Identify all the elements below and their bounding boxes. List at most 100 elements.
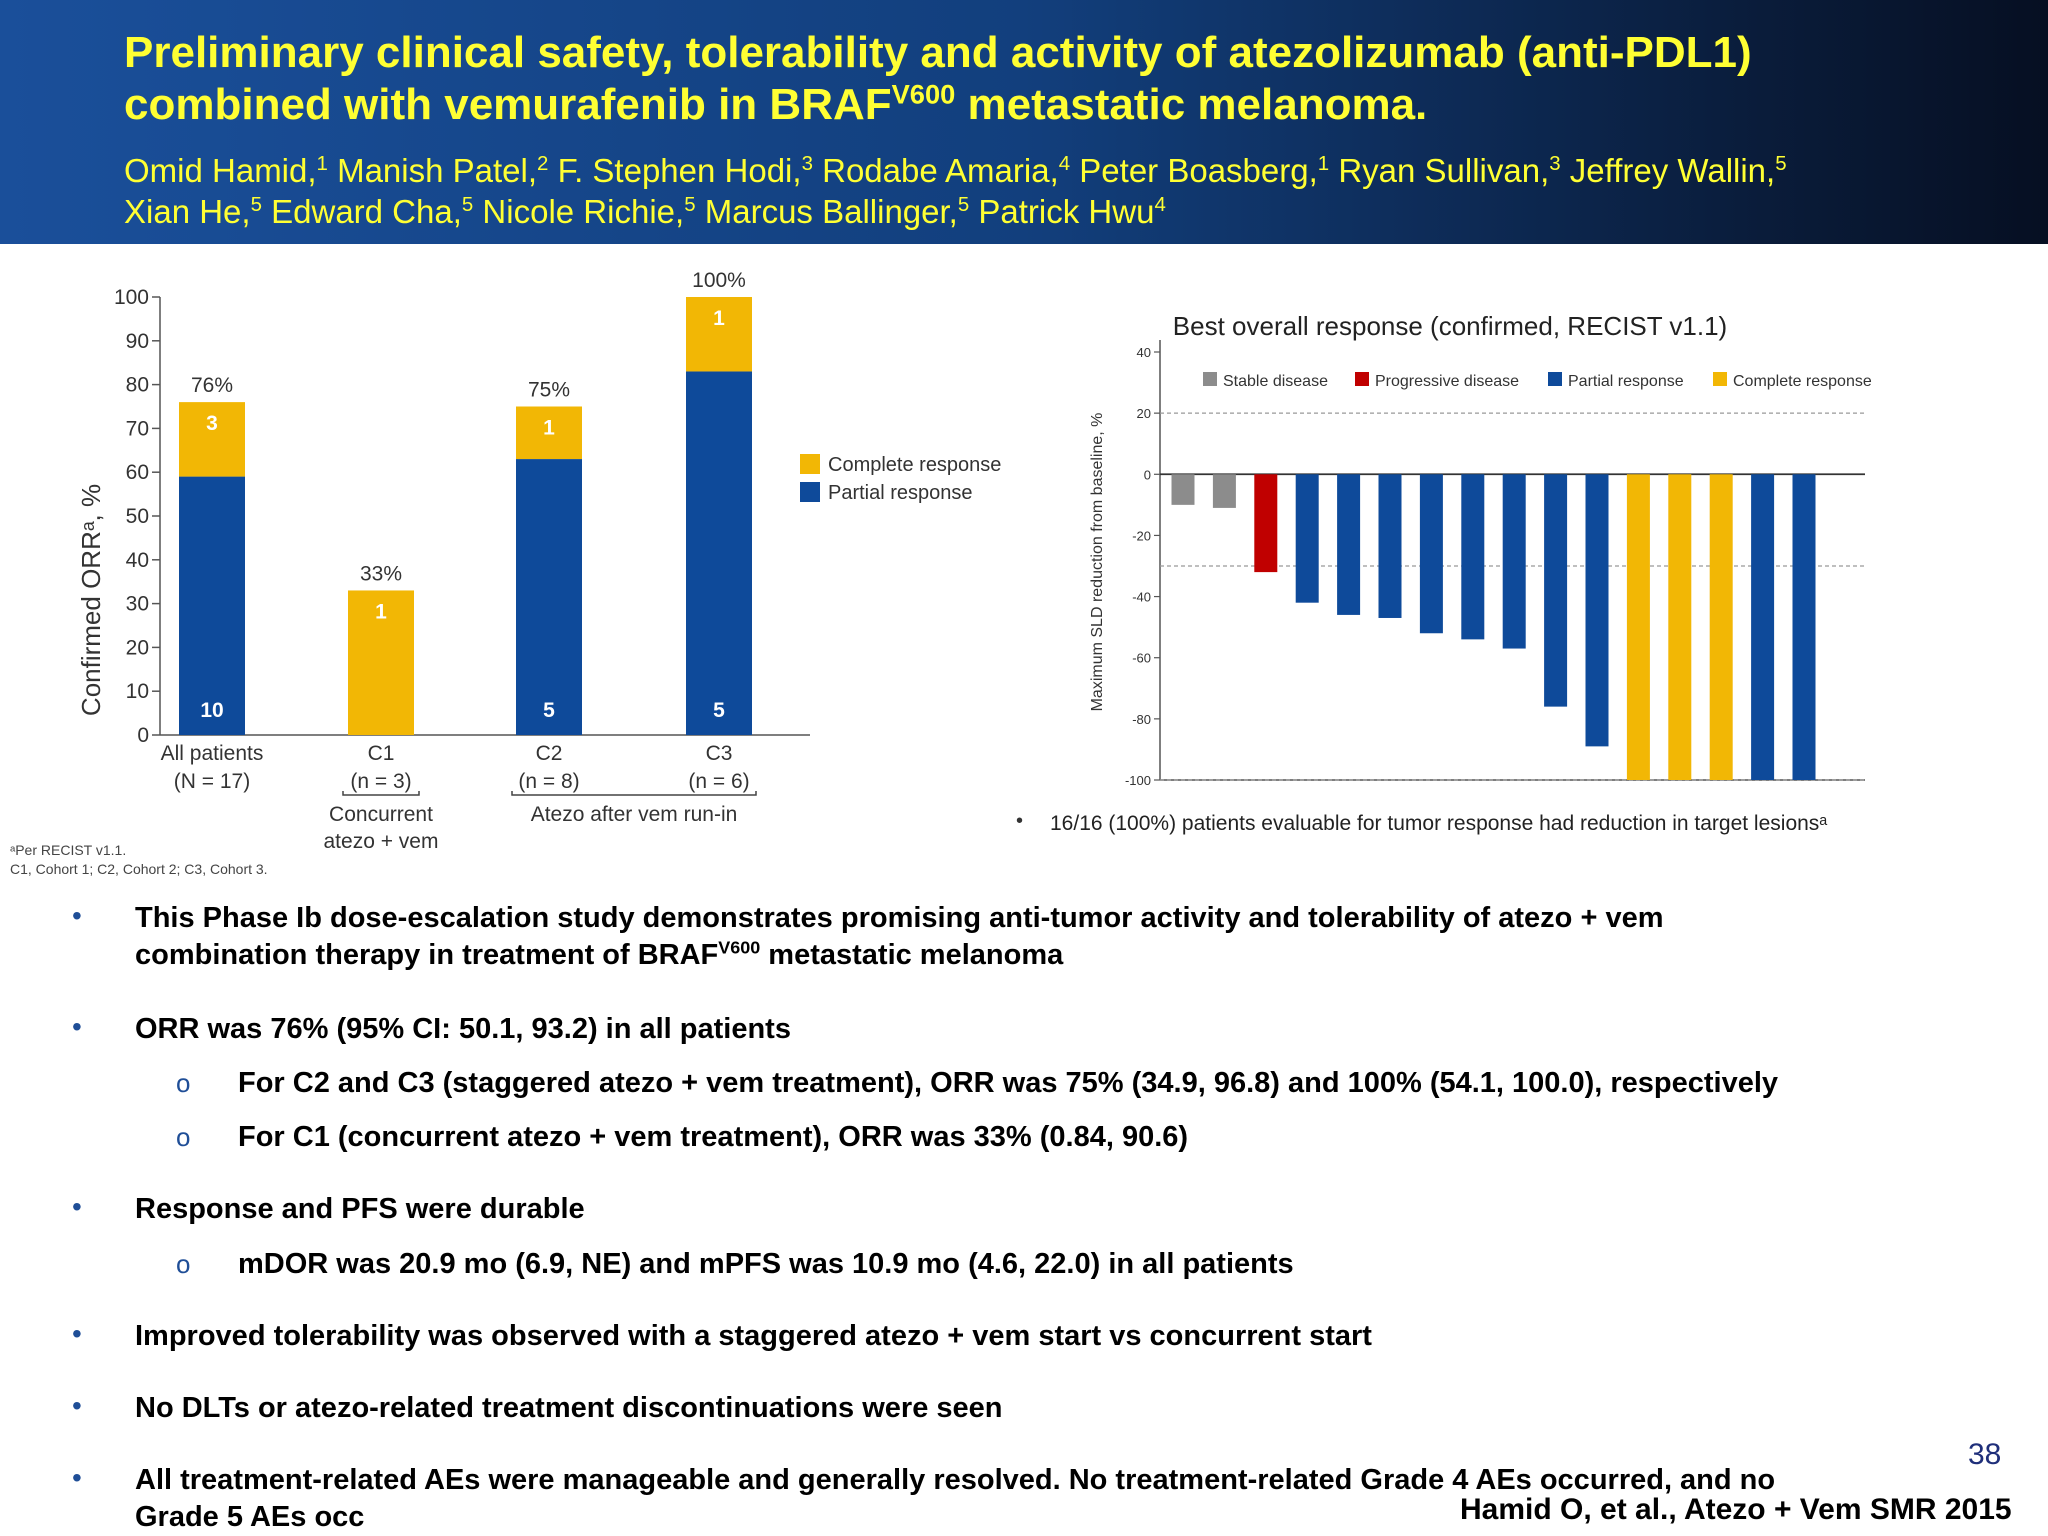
waterfall-bar <box>1171 474 1195 505</box>
page-number: 38 <box>1968 1438 2002 1471</box>
bullet-1-text-end: metastatic melanoma <box>760 939 1064 971</box>
y-tick-label: 30 <box>126 593 149 616</box>
bar-segment-complete-response <box>516 406 582 460</box>
bar-count-label: 3 <box>206 412 218 435</box>
author-name: Patrick Hwu <box>969 193 1155 230</box>
waterfall-title: Best overall response (confirmed, RECIST… <box>1173 311 1727 341</box>
y-tick-label: 0 <box>137 724 149 747</box>
y-tick-label: -80 <box>1132 712 1151 727</box>
author-name: Nicole Richie, <box>473 193 685 230</box>
legend-label: Partial response <box>828 482 973 504</box>
bar-segment-complete-response <box>348 590 414 735</box>
y-tick-label: -40 <box>1132 590 1151 605</box>
sub-bullet-marker: o <box>176 1068 191 1098</box>
bar-count-label: 1 <box>543 417 555 440</box>
legend-label: Stable disease <box>1223 373 1328 390</box>
bullet-6-line2: Grade 5 AEs occ <box>135 1501 365 1533</box>
bullet-1-text: combination therapy in treatment of BRAF <box>135 939 719 971</box>
waterfall-chart: Best overall response (confirmed, RECIST… <box>1016 311 1872 835</box>
bullet-1-line1: This Phase Ib dose-escalation study demo… <box>135 902 1664 934</box>
bar-count-label: 5 <box>713 699 725 722</box>
author-name: Peter Boasberg, <box>1070 152 1318 189</box>
waterfall-bar <box>1792 474 1816 780</box>
x-tick-label: C3 <box>706 742 733 765</box>
waterfall-note: 16/16 (100%) patients evaluable for tumo… <box>1050 812 1827 835</box>
bullet-5: No DLTs or atezo-related treatment disco… <box>135 1392 1003 1424</box>
bar-segment-partial-response <box>179 476 245 735</box>
author-name: Marcus Ballinger, <box>695 193 958 230</box>
y-tick-label: -20 <box>1132 528 1151 543</box>
group-label: Concurrent <box>329 803 433 826</box>
legend-swatch <box>800 454 820 474</box>
author-affiliation: 3 <box>801 152 813 175</box>
bar-segment-partial-response <box>516 459 582 735</box>
author-name: Jeffrey Wallin, <box>1560 152 1776 189</box>
y-tick-label: -60 <box>1132 651 1151 666</box>
y-tick-label: 20 <box>1137 406 1151 421</box>
y-tick-label: 80 <box>126 374 149 397</box>
x-tick-sublabel: (N = 17) <box>174 770 250 793</box>
waterfall-bar <box>1502 474 1526 649</box>
y-tick-label: 70 <box>126 417 149 440</box>
y-tick-label: 0 <box>1144 467 1151 482</box>
waterfall-bar <box>1212 474 1236 508</box>
authors-line2: Xian He,5 Edward Cha,5 Nicole Richie,5 M… <box>124 193 1166 231</box>
bar-segment-complete-response <box>179 402 245 477</box>
author-affiliation: 3 <box>1549 152 1561 175</box>
note-bullet: • <box>1016 810 1023 832</box>
waterfall-bar <box>1419 474 1443 634</box>
author-affiliation: 1 <box>316 152 328 175</box>
bullet-dot: • <box>72 1390 82 1421</box>
y-tick-label: 10 <box>126 680 149 703</box>
authors-line1: Omid Hamid,1 Manish Patel,2 F. Stephen H… <box>124 152 1787 190</box>
bar-total-label: 33% <box>360 562 402 585</box>
slide-title-line1: Preliminary clinical safety, tolerabilit… <box>124 28 1752 77</box>
slide-title-line2: combined with vemurafenib in BRAFV600 me… <box>124 80 1427 130</box>
waterfall-bar <box>1254 474 1278 573</box>
waterfall-bar <box>1585 474 1609 747</box>
x-tick-sublabel: (n = 6) <box>688 770 749 793</box>
x-tick-sublabel: (n = 8) <box>518 770 579 793</box>
legend-swatch <box>1548 372 1562 386</box>
footnote-line1: ᵃPer RECIST v1.1. <box>10 842 126 858</box>
bar-count-label: 5 <box>543 699 555 722</box>
legend-label: Complete response <box>1733 373 1872 390</box>
bullet-dot: • <box>72 1318 82 1349</box>
author-name: F. Stephen Hodi, <box>548 152 802 189</box>
bullet-dot: • <box>72 1011 82 1042</box>
y-tick-label: 40 <box>1137 345 1151 360</box>
citation: Hamid O, et al., Atezo + Vem SMR 2015 <box>1460 1493 2012 1526</box>
y-tick-label: 50 <box>126 505 149 528</box>
author-name: Ryan Sullivan, <box>1329 152 1550 189</box>
author-affiliation: 5 <box>1775 152 1787 175</box>
author-name: Omid Hamid, <box>124 152 317 189</box>
y-axis-label: Confirmed ORRᵃ, % <box>76 484 106 716</box>
title-banner: Preliminary clinical safety, tolerabilit… <box>0 0 2048 244</box>
author-affiliation: 1 <box>1317 152 1330 175</box>
bar-total-label: 76% <box>191 374 233 397</box>
author-name: Manish Patel, <box>327 152 538 189</box>
waterfall-bar <box>1751 474 1775 780</box>
waterfall-bar <box>1668 474 1692 780</box>
bullet-1-line2: combination therapy in treatment of BRAF… <box>135 937 1063 974</box>
author-affiliation: 4 <box>1058 152 1071 175</box>
x-tick-label: C1 <box>368 742 395 765</box>
author-name: Rodabe Amaria, <box>812 152 1059 189</box>
bar-segment-complete-response <box>686 297 752 372</box>
bar-total-label: 100% <box>692 269 746 292</box>
bar-count-label: 1 <box>713 307 725 330</box>
bar-count-label: 10 <box>200 699 223 722</box>
y-tick-label: 100 <box>114 286 149 309</box>
y-tick-label: 60 <box>126 461 149 484</box>
waterfall-bar <box>1378 474 1402 618</box>
y-tick-label: 90 <box>126 330 149 353</box>
waterfall-bar <box>1709 474 1733 780</box>
bullet-3: Response and PFS were durable <box>135 1193 585 1225</box>
waterfall-bar <box>1337 474 1361 615</box>
bullet-dot: • <box>72 900 82 931</box>
orr-stacked-bar-chart: 0 10 20 30 40 50 60 70 80 90 100 Confirmed ORRᵃ, %… <box>10 269 1001 877</box>
title-text: combined with vemurafenib in BRAF <box>124 80 892 129</box>
legend-swatch <box>1713 372 1727 386</box>
y-tick-label: 20 <box>126 636 149 659</box>
group-bracket <box>511 791 757 796</box>
